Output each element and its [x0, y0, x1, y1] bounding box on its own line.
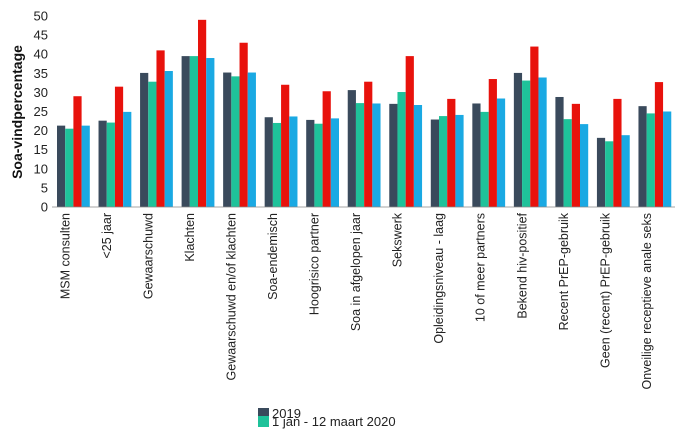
bar [306, 120, 314, 207]
bar [231, 76, 239, 207]
x-tick-label: MSM consulten [58, 213, 72, 299]
y-tick-label: 40 [34, 47, 48, 62]
legend-label: 1 jan - 12 maart 2020 [272, 414, 396, 429]
bar [148, 82, 156, 207]
y-tick-label: 45 [34, 28, 48, 43]
bar [240, 43, 248, 207]
bar [605, 141, 613, 207]
bar [439, 116, 447, 207]
bar [414, 105, 422, 207]
bar [82, 126, 90, 207]
x-tick-label: Soa in afgelopen jaar [349, 213, 363, 331]
y-tick-label: 0 [41, 200, 48, 215]
y-axis-title: Soa-vindpercentage [9, 45, 25, 179]
x-tick-label: 10 of meer partners [474, 213, 488, 322]
bar [323, 91, 331, 207]
bar [555, 97, 563, 207]
bar [123, 112, 131, 207]
y-tick-label: 30 [34, 85, 48, 100]
bar [140, 73, 148, 207]
x-tick-label: Sekswerk [391, 212, 405, 267]
bar [182, 56, 190, 207]
bar [281, 85, 289, 207]
bar [289, 116, 297, 207]
bar [431, 120, 439, 207]
bar [57, 126, 65, 207]
y-tick-label: 15 [34, 142, 48, 157]
bar [564, 119, 572, 207]
x-tick-label: Opleidingsniveau - laag [432, 213, 446, 344]
y-tick-label: 25 [34, 104, 48, 119]
x-tick-label: Gewaarschuwd en/of klachten [225, 213, 239, 381]
bar [472, 103, 480, 207]
bar [265, 117, 273, 207]
bar [663, 112, 671, 208]
bar [273, 123, 281, 207]
bar [489, 79, 497, 207]
y-tick-label: 50 [34, 9, 48, 24]
bar [206, 58, 214, 207]
x-tick-label: Soa-endemisch [266, 213, 280, 300]
bar [314, 124, 322, 207]
x-tick-label: Gewaarschuwd [141, 213, 155, 299]
bar [198, 20, 206, 207]
y-axis: 0 5 10 15 20 25 30 35 40 45 50 [34, 9, 48, 215]
y-tick-label: 10 [34, 161, 48, 176]
bar [514, 73, 522, 207]
bar [156, 50, 164, 207]
x-tick-label: Klachten [183, 213, 197, 262]
bar [107, 123, 115, 207]
bar [99, 121, 107, 207]
bar [248, 73, 256, 207]
bar [65, 129, 73, 207]
bar [455, 115, 463, 207]
bar [572, 104, 580, 207]
bar [348, 90, 356, 207]
x-tick-label: Hoogrisico partner [308, 213, 322, 315]
bars [57, 20, 671, 207]
bar [647, 113, 655, 207]
bar [497, 99, 505, 207]
x-tick-label: Recent PrEP-gebruik [557, 212, 571, 330]
bar [389, 104, 397, 207]
bar [447, 99, 455, 207]
bar [356, 103, 364, 207]
bar [655, 82, 663, 207]
bar [538, 78, 546, 207]
y-tick-label: 35 [34, 66, 48, 81]
bar [364, 82, 372, 207]
bar [115, 87, 123, 207]
bar [622, 135, 630, 207]
bar [397, 92, 405, 207]
y-tick-label: 20 [34, 123, 48, 138]
x-axis-labels: MSM consulten <25 jaar Gewaarschuwd Klachte… [58, 212, 653, 389]
x-tick-label: Geen (recent) PrEP-gebruik [598, 212, 612, 368]
bar [223, 73, 231, 207]
bar [481, 112, 489, 207]
bar [73, 96, 81, 207]
bar [522, 81, 530, 207]
legend-swatch [258, 416, 269, 427]
bar [165, 71, 173, 207]
x-tick-label: <25 jaar [100, 213, 114, 259]
bar [580, 124, 588, 207]
bar [372, 103, 380, 207]
bar [530, 47, 538, 207]
bar [406, 56, 414, 207]
bar [613, 99, 621, 207]
y-tick-label: 5 [41, 180, 48, 195]
x-tick-label: Bekend hiv-positief [515, 212, 529, 318]
bar [597, 138, 605, 207]
bar [638, 106, 646, 207]
bar [190, 56, 198, 207]
bar [331, 118, 339, 207]
x-tick-label: Onveilige receptieve anale seks [640, 213, 654, 390]
